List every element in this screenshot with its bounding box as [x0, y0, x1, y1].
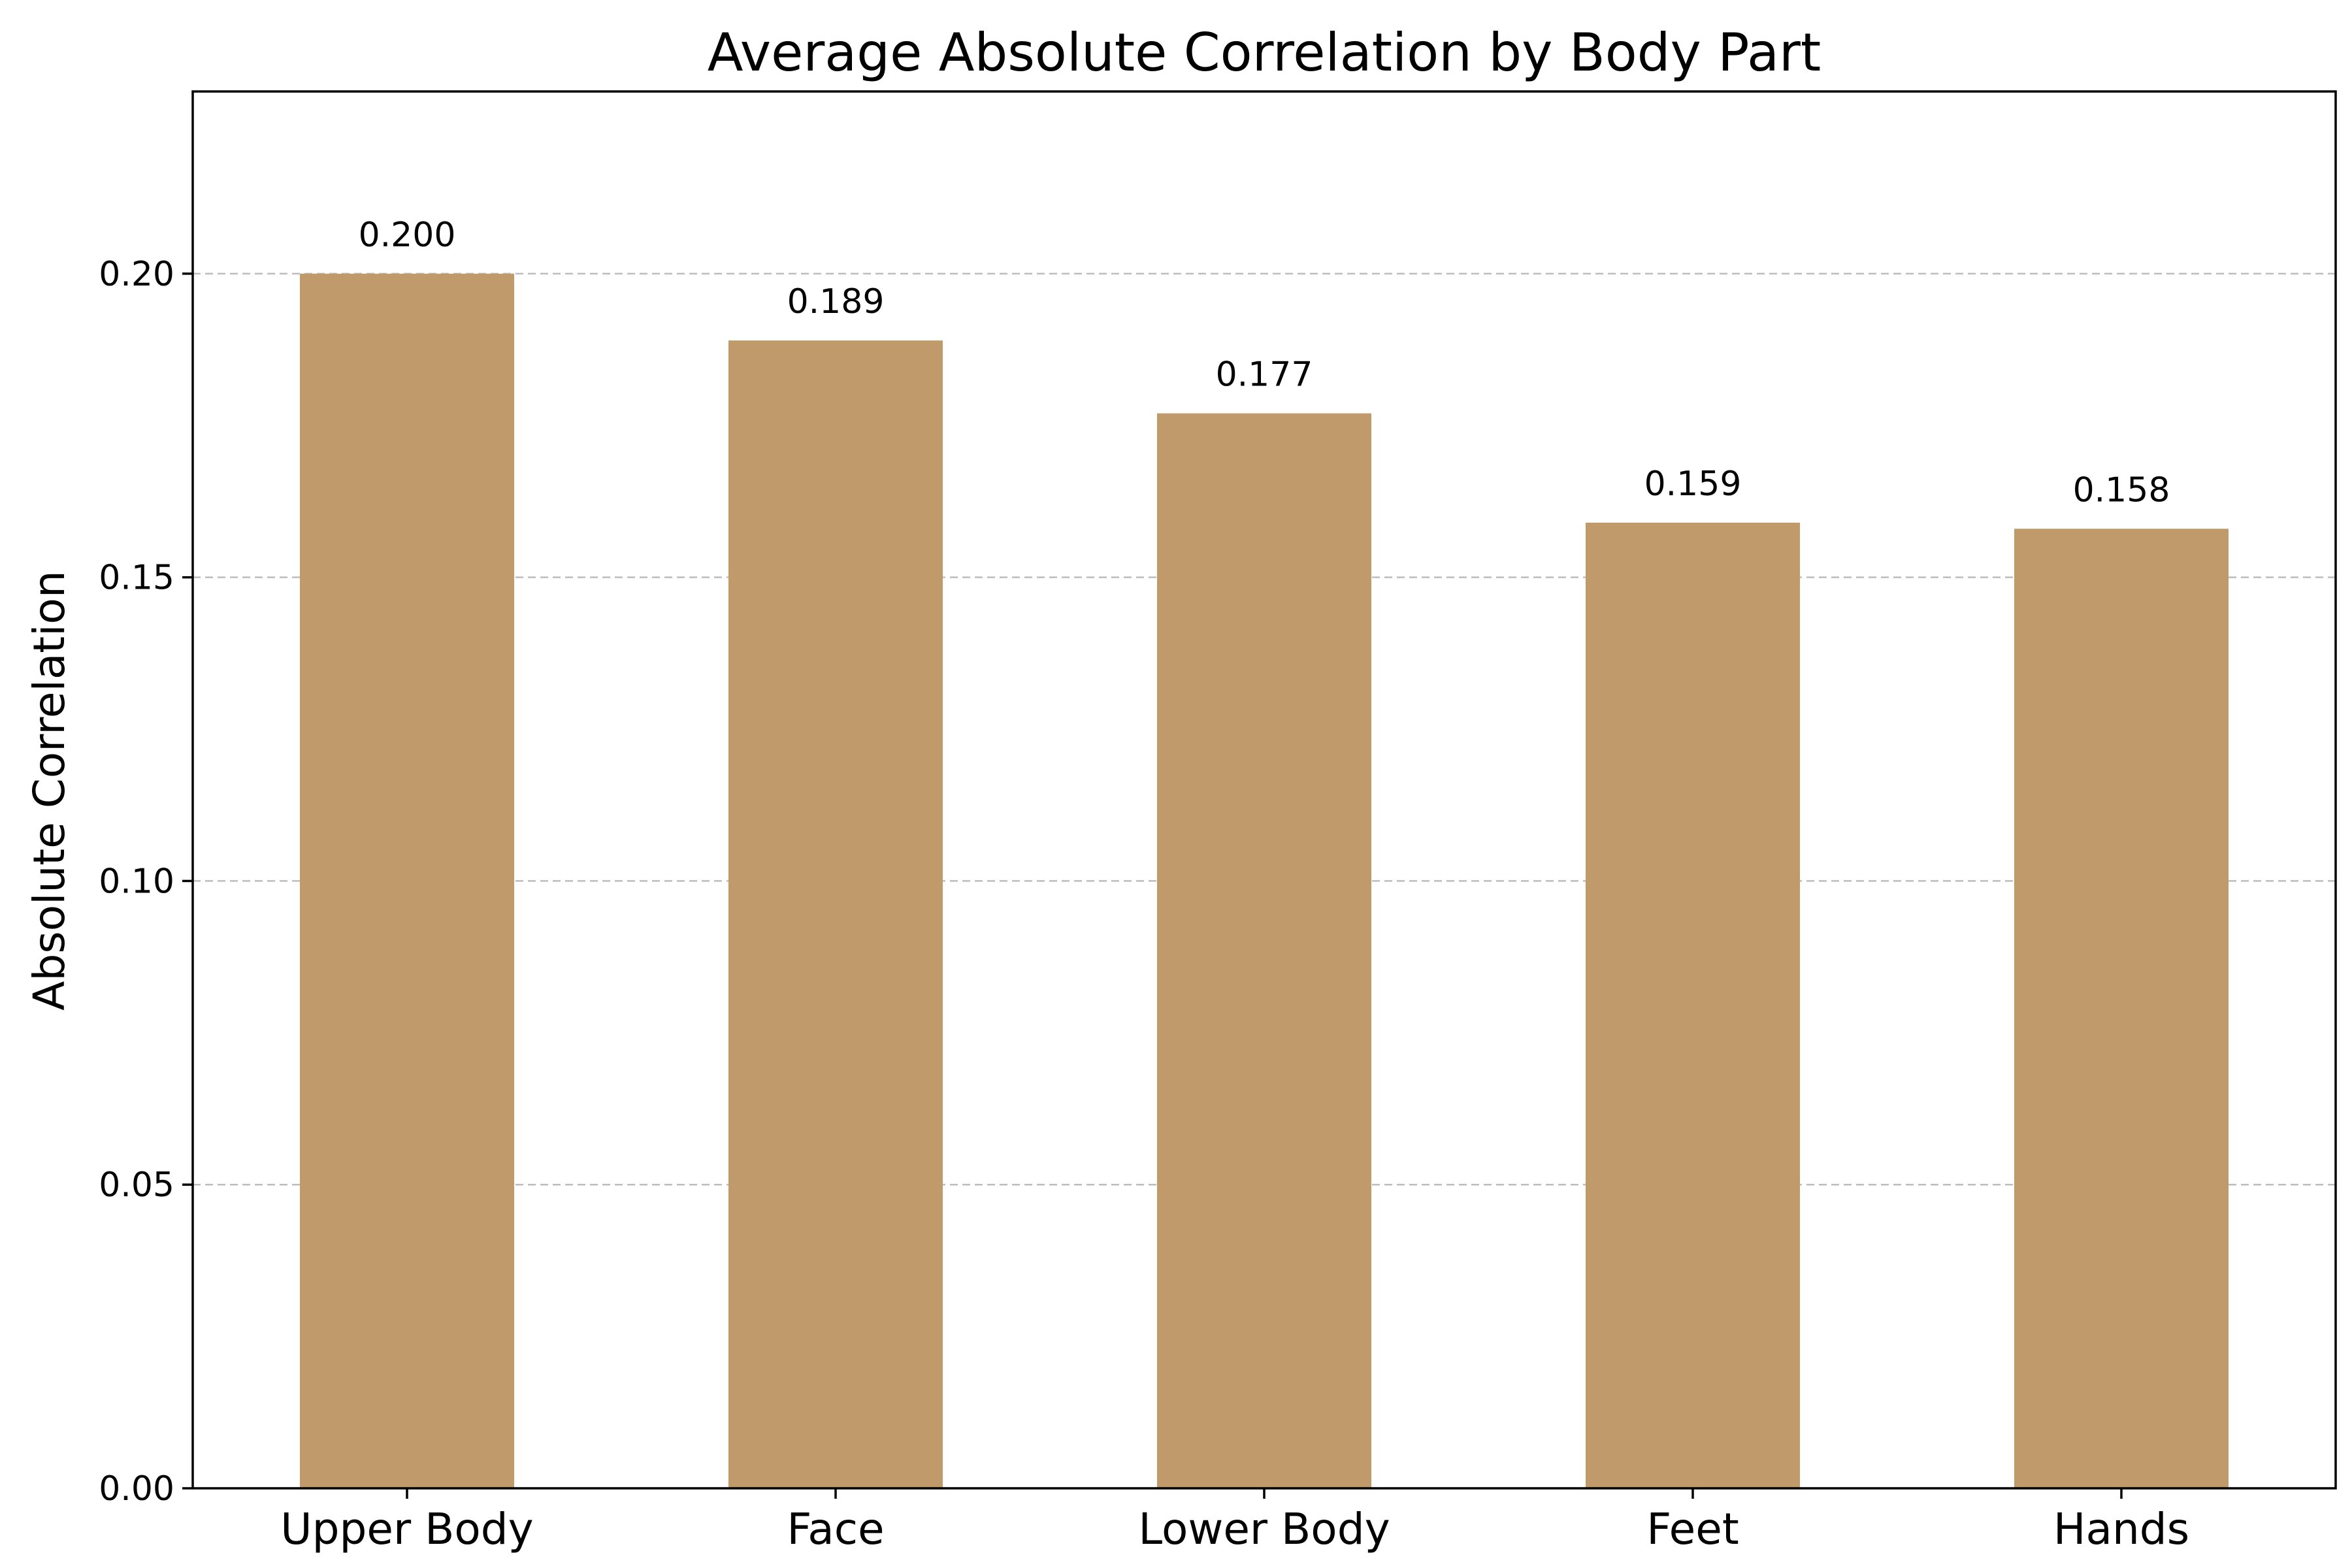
data-labels: 0.200 0.189 0.177 0.159 0.158 — [359, 216, 2170, 510]
bar — [2014, 529, 2229, 1489]
x-tick-label: Hands — [2053, 1504, 2189, 1554]
y-tick-label: 0.05 — [99, 1166, 174, 1205]
y-tick-label: 0.10 — [99, 862, 174, 901]
chart-title: Average Absolute Correlation by Body Par… — [708, 22, 1821, 83]
y-tick-label: 0.20 — [99, 255, 174, 294]
y-tick-label: 0.00 — [99, 1469, 174, 1509]
x-tick-label: Upper Body — [280, 1504, 533, 1554]
x-axis-ticks: Upper Body Face Lower Body Feet Hands — [280, 1488, 2189, 1554]
data-label: 0.158 — [2073, 470, 2170, 510]
data-label: 0.177 — [1216, 355, 1313, 395]
y-axis-label: Absolute Correlation — [24, 570, 74, 1010]
x-tick-label: Face — [787, 1504, 884, 1554]
bars — [300, 273, 2229, 1489]
x-tick-label: Feet — [1646, 1504, 1739, 1554]
bar — [1586, 522, 1800, 1488]
bar — [1157, 413, 1371, 1488]
y-tick-label: 0.15 — [99, 559, 174, 598]
data-label: 0.200 — [359, 216, 456, 255]
bar — [728, 340, 943, 1488]
y-axis-ticks: 0.00 0.05 0.10 0.15 0.20 — [99, 255, 193, 1509]
data-label: 0.189 — [787, 282, 885, 321]
bar — [300, 273, 514, 1488]
data-label: 0.159 — [1644, 465, 1742, 504]
x-tick-label: Lower Body — [1138, 1504, 1390, 1554]
plot-frame — [191, 90, 2337, 1490]
